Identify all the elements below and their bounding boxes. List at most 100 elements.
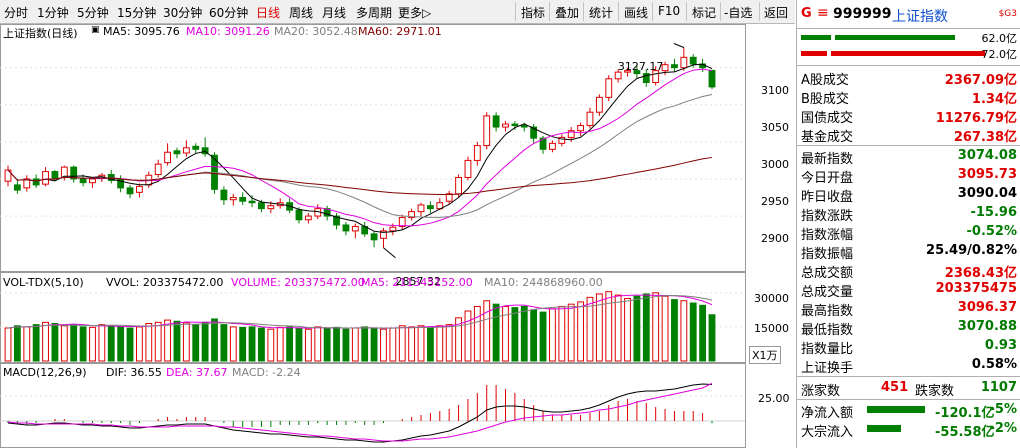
period-tab-15min[interactable]: 15分钟 <box>117 6 157 20</box>
period-tab-timeshare[interactable]: 分时 <box>4 6 29 20</box>
ma5-legend: MA5: 3095.76 <box>103 25 180 38</box>
back-button[interactable]: 返回 <box>764 6 789 20</box>
vol-ma5-legend: MA5: 211345152.00 <box>361 276 473 289</box>
quote-row: 指数量比 0.93 <box>801 338 1017 357</box>
candle-up <box>164 151 171 164</box>
quote-row: 总成交额 2368.43亿 <box>801 266 1017 281</box>
candle-up <box>605 78 613 98</box>
ma20-line <box>7 94 713 218</box>
menu-icon[interactable]: ≡ <box>817 5 829 21</box>
volume-bar-down <box>258 327 265 362</box>
candle-down <box>220 189 228 201</box>
volume-bar-down <box>51 323 59 362</box>
period-tab-daily[interactable]: 日线 <box>256 6 281 20</box>
mark-button[interactable]: 标记 <box>692 6 717 20</box>
ma60-legend: MA60: 2971.01 <box>358 25 442 38</box>
toolbar-separator <box>720 2 721 21</box>
candle-down <box>342 224 350 232</box>
volume-bar-down <box>511 307 519 362</box>
up-count: 451 <box>881 380 909 395</box>
volume-bar-down <box>539 311 547 362</box>
volume-bar-up <box>605 291 613 362</box>
volume-bar-up <box>652 292 660 362</box>
net-inflow-bar <box>867 406 925 413</box>
annotation-arrow <box>673 43 685 48</box>
candle-down <box>248 200 256 204</box>
y-tick-label: 3000 <box>761 157 789 171</box>
volume-bar-down <box>699 304 707 362</box>
volume-bar-down <box>201 321 209 362</box>
candle-down <box>51 171 59 180</box>
volume-bar-down <box>520 305 528 362</box>
price-annotations <box>383 43 685 259</box>
volume-bar-down <box>530 309 538 362</box>
volume-bar-up <box>136 326 143 362</box>
candle-up <box>502 123 509 128</box>
volume-bar-down <box>79 326 87 362</box>
divider <box>797 399 1020 400</box>
quote-row: 今日开盘 3095.73 <box>801 167 1017 186</box>
candle-up <box>389 226 397 232</box>
volume-bar-series <box>0 291 745 362</box>
volume-bar-down <box>239 326 247 362</box>
period-tab-multi[interactable]: 多周期 <box>356 6 393 20</box>
candle-down <box>173 150 181 155</box>
candle-up <box>182 147 190 154</box>
candle-up <box>595 96 603 113</box>
stock-code: 999999 <box>833 6 892 22</box>
candle-down <box>323 208 331 217</box>
volume-bar-down <box>173 320 181 362</box>
candle-up <box>652 70 660 84</box>
candle-up <box>89 178 96 184</box>
dif-line <box>7 383 713 443</box>
candle-down <box>239 197 247 202</box>
y-tick-label: 3050 <box>761 120 789 134</box>
candle-down <box>32 178 40 186</box>
volume-legend: VOLUME: 203375472.00 <box>231 276 365 289</box>
volume-chart-title: VOL-TDX(5,10) <box>3 276 84 289</box>
period-tab-5min[interactable]: 5分钟 <box>77 6 109 20</box>
volume-bar-down <box>211 318 218 362</box>
volume-bar-down <box>370 327 378 362</box>
add-watchlist-button[interactable]: -自选 <box>724 6 753 20</box>
period-tab-1min[interactable]: 1分钟 <box>37 6 69 20</box>
candle-down <box>192 145 200 150</box>
legend-expand-icon[interactable]: ▣ <box>91 25 100 35</box>
candle-down <box>671 64 678 69</box>
candle-up <box>417 204 425 213</box>
volume-bar-up <box>473 305 481 362</box>
volume-bar-up <box>586 296 594 362</box>
indicator-button[interactable]: 指标 <box>521 6 546 20</box>
y-tick-label: 3100 <box>761 83 789 97</box>
chart-region[interactable]: 上证指数(日线) ▣ MA5: 3095.76 MA10: 3091.26 MA… <box>0 24 795 448</box>
macd-series <box>0 382 745 443</box>
quote-badge: $G3 <box>998 9 1017 19</box>
candle-down <box>539 137 547 150</box>
candlestick-series <box>4 47 716 248</box>
net-inflow-value: -120.1亿 <box>935 406 995 421</box>
toolbar-separator <box>652 2 653 21</box>
quote-row: 总成交量 203375475 <box>801 281 1017 300</box>
dea-legend: DEA: 37.67 <box>166 366 228 379</box>
toolbar-separator <box>759 2 760 21</box>
volume-bar-down <box>333 326 340 362</box>
volume-bar-up <box>577 301 584 362</box>
period-tab-more[interactable]: 更多▷ <box>398 6 432 20</box>
candle-up <box>23 178 31 189</box>
period-tab-monthly[interactable]: 月线 <box>322 6 347 20</box>
period-tab-weekly[interactable]: 周线 <box>289 6 314 20</box>
sell-bar-left <box>801 51 827 56</box>
volume-bar-up <box>267 328 275 362</box>
candle-down <box>201 147 209 155</box>
period-tab-30min[interactable]: 30分钟 <box>163 6 203 20</box>
statistics-button[interactable]: 统计 <box>589 6 614 20</box>
volume-bar-up <box>436 325 444 362</box>
f10-button[interactable]: F10 <box>658 4 681 18</box>
net-inflow-pct: -5% <box>989 402 1017 417</box>
grid-lines <box>0 67 745 217</box>
volume-bar-up <box>464 310 472 362</box>
period-tab-60min[interactable]: 60分钟 <box>209 6 249 20</box>
candle-up <box>398 217 406 227</box>
overlay-button[interactable]: 叠加 <box>555 6 580 20</box>
draw-line-button[interactable]: 画线 <box>624 6 649 20</box>
